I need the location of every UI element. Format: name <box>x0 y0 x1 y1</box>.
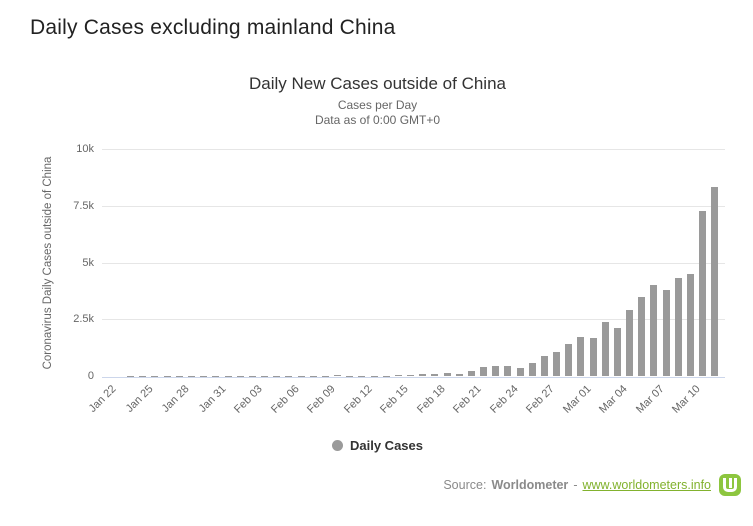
x-tick-label: Feb 15 <box>378 383 411 416</box>
bar-feb-24[interactable] <box>504 365 512 376</box>
x-tick-label: Feb 09 <box>305 383 338 416</box>
x-tick-label: Feb 21 <box>451 383 484 416</box>
gridline <box>102 319 725 321</box>
bar-mar-05[interactable] <box>626 309 634 376</box>
x-tick-label: Feb 12 <box>341 383 375 416</box>
x-tick-label: Jan 28 <box>159 383 192 415</box>
gridline <box>102 205 725 207</box>
bar-feb-22[interactable] <box>480 367 488 376</box>
y-tick-label: 0 <box>87 370 94 382</box>
bar-jan-30[interactable] <box>200 375 208 376</box>
y-tick-label: 10k <box>76 143 94 155</box>
legend-item-daily-cases[interactable]: Daily Cases <box>22 438 733 453</box>
bar-mar-06[interactable] <box>638 296 646 376</box>
source-footer: Source: Worldometer - www.worldometers.i… <box>443 473 741 497</box>
bar-feb-29[interactable] <box>565 343 573 376</box>
source-name: Worldometer <box>491 478 569 492</box>
bar-feb-18[interactable] <box>431 374 439 376</box>
logo-w-glyph <box>723 478 737 492</box>
legend-label: Daily Cases <box>350 438 423 453</box>
bar-feb-23[interactable] <box>492 366 500 376</box>
x-tick-label: Jan 31 <box>196 383 229 415</box>
page-title: Daily Cases excluding mainland China <box>30 16 396 39</box>
bar-mar-01[interactable] <box>577 336 585 376</box>
bar-mar-02[interactable] <box>589 338 597 376</box>
gridline <box>102 149 725 150</box>
bar-feb-25[interactable] <box>516 367 524 376</box>
x-tick-label: Jan 22 <box>86 383 119 415</box>
bar-feb-28[interactable] <box>553 352 561 376</box>
chart-subtitle-line2: Data as of 0:00 GMT+0 <box>314 113 441 127</box>
chart-subtitle-line1: Cases per Day <box>337 98 418 112</box>
bar-jan-25[interactable] <box>139 375 147 376</box>
plot-area <box>102 149 725 378</box>
bar-feb-15[interactable] <box>394 375 402 376</box>
x-tick-label: Mar 10 <box>670 383 703 416</box>
x-tick-label: Feb 03 <box>232 383 265 416</box>
bar-mar-03[interactable] <box>601 321 609 376</box>
bar-feb-17[interactable] <box>419 374 427 376</box>
bar-feb-20[interactable] <box>455 373 463 376</box>
bar-mar-11[interactable] <box>699 211 707 376</box>
bar-feb-10[interactable] <box>334 374 342 376</box>
bar-mar-08[interactable] <box>662 289 670 376</box>
y-tick-label: 5k <box>82 256 94 269</box>
bar-jan-31[interactable] <box>212 375 220 376</box>
x-tick-label: Mar 04 <box>597 383 630 416</box>
x-tick-label: Jan 25 <box>123 383 156 415</box>
worldometer-logo-icon[interactable] <box>719 474 741 496</box>
x-tick-label: Mar 07 <box>633 383 667 416</box>
bar-feb-27[interactable] <box>540 355 548 376</box>
bar-feb-16[interactable] <box>407 374 415 376</box>
x-tick-label: Feb 27 <box>524 383 557 416</box>
bar-feb-19[interactable] <box>443 373 451 376</box>
gridline <box>102 262 725 264</box>
x-tick-label: Feb 06 <box>268 383 302 416</box>
x-tick-label: Mar 01 <box>560 383 594 416</box>
bar-mar-07[interactable] <box>650 285 658 376</box>
x-tick-label: Feb 18 <box>414 383 448 416</box>
bar-feb-26[interactable] <box>528 362 536 376</box>
x-tick-label: Feb 24 <box>487 383 521 416</box>
chart-title: Daily New Cases outside of China <box>248 74 506 93</box>
bar-mar-12[interactable] <box>711 187 719 376</box>
bar-mar-10[interactable] <box>686 273 694 376</box>
bar-mar-04[interactable] <box>613 328 621 376</box>
bar-feb-21[interactable] <box>467 371 475 376</box>
source-separator: - <box>573 478 578 492</box>
y-tick-label: 2.5k <box>73 313 94 326</box>
x-axis-line <box>102 377 725 378</box>
source-label: Source: <box>443 478 487 492</box>
y-tick-label: 7.5k <box>73 199 94 212</box>
legend-marker-icon <box>332 440 343 451</box>
bar-mar-09[interactable] <box>674 277 682 376</box>
worldometers-link[interactable]: www.worldometers.info <box>582 478 711 492</box>
